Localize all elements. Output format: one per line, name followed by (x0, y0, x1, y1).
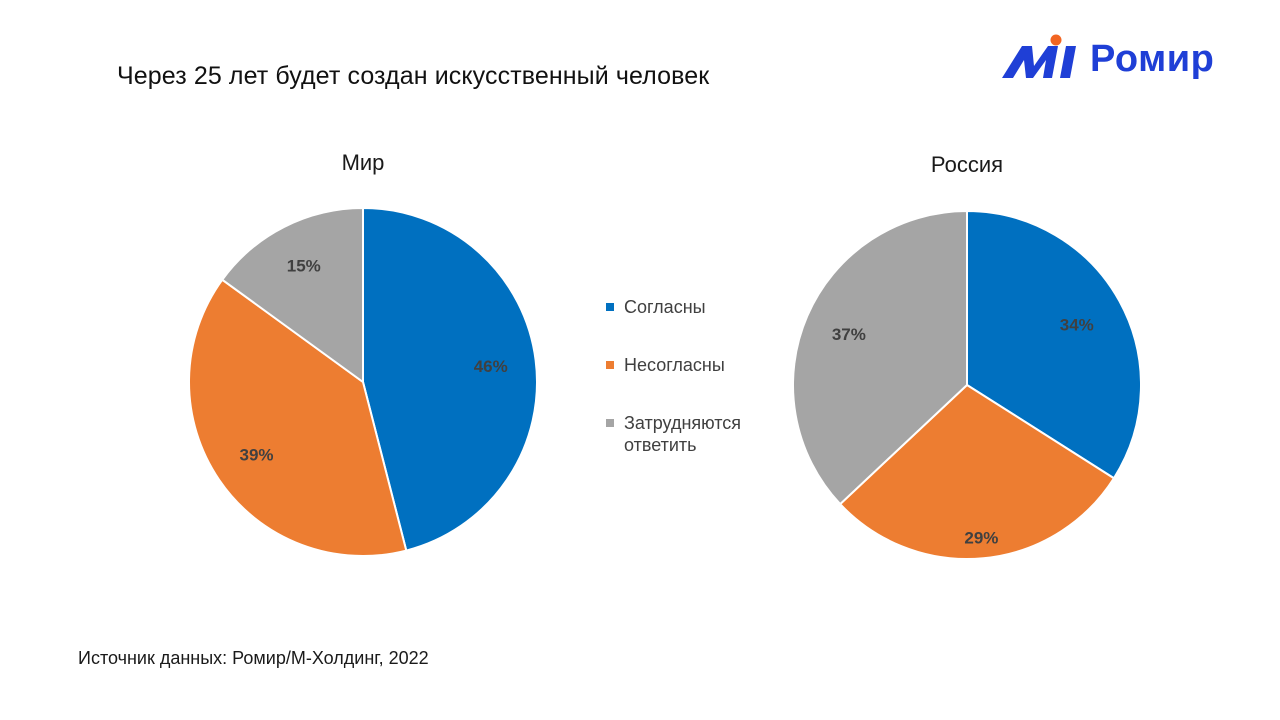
data-label-russia-0: 34% (1060, 316, 1094, 335)
pie-chart-world: Мир 46% 39% 15% (188, 150, 538, 557)
legend-item-disagree: Несогласны (606, 354, 806, 376)
chart-legend: Согласны Несогласны Затрудняются ответит… (606, 296, 806, 456)
legend-swatch-disagree (606, 361, 614, 369)
page-title: Через 25 лет будет создан искусственный … (117, 62, 710, 90)
data-label-world-1: 39% (239, 445, 273, 464)
pie-chart-russia: Россия 34% 29% 37% (792, 152, 1142, 560)
data-label-russia-1: 29% (964, 528, 998, 547)
pie-slice-world-2 (220, 206, 364, 384)
legend-swatch-agree (606, 303, 614, 311)
data-label-world-2: 15% (287, 257, 321, 276)
logo-text: Ромир (1090, 38, 1215, 80)
pie-slice-russia-2 (792, 209, 968, 506)
legend-item-agree: Согласны (606, 296, 806, 318)
pie-slice-russia-1 (838, 383, 1116, 560)
data-label-russia-2: 37% (832, 325, 866, 344)
legend-label-disagree: Несогласны (624, 355, 725, 375)
pie-slice-world-1 (188, 278, 408, 557)
legend-item-undecided: Затрудняются ответить (606, 412, 774, 456)
pie-slice-world-0 (362, 206, 538, 552)
legend-swatch-undecided (606, 419, 614, 427)
legend-label-undecided: Затрудняются ответить (624, 413, 742, 455)
data-label-world-0: 46% (474, 357, 508, 376)
legend-label-agree: Согласны (624, 297, 706, 317)
data-source-note: Источник данных: Ромир/М-Холдинг, 2022 (78, 648, 429, 668)
romir-logo-icon (1002, 34, 1076, 78)
chart-title-russia: Россия (931, 152, 1003, 177)
brand-logo: Ромир (1000, 30, 1240, 90)
chart-title-world: Мир (342, 150, 385, 175)
